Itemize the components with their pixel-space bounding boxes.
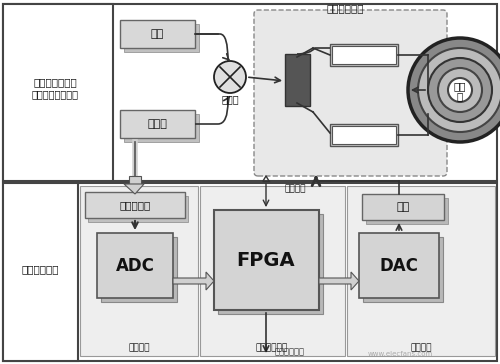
Bar xyxy=(3,4,497,181)
Text: DAC: DAC xyxy=(380,257,418,275)
Bar xyxy=(363,237,443,302)
Bar xyxy=(366,198,448,224)
Bar xyxy=(3,4,113,181)
Bar xyxy=(88,196,188,222)
Bar xyxy=(3,183,497,361)
Bar xyxy=(101,237,177,302)
Text: www.elecfans.com: www.elecfans.com xyxy=(368,351,432,357)
Bar xyxy=(129,176,141,184)
Bar xyxy=(3,183,78,361)
Text: 集成光学芯片: 集成光学芯片 xyxy=(326,3,364,13)
Bar xyxy=(124,24,199,52)
Circle shape xyxy=(408,38,500,142)
Text: 数字信号处理: 数字信号处理 xyxy=(256,344,288,352)
Text: 调制解调电路: 调制解调电路 xyxy=(21,264,59,274)
Text: 驱动: 驱动 xyxy=(396,202,409,212)
Bar xyxy=(80,186,198,356)
Bar xyxy=(347,186,495,356)
Text: 放大、滤波: 放大、滤波 xyxy=(120,200,150,210)
Circle shape xyxy=(418,48,500,132)
Bar xyxy=(214,210,319,310)
Bar xyxy=(124,114,199,142)
Bar xyxy=(85,192,185,218)
Polygon shape xyxy=(124,184,144,194)
Bar xyxy=(332,46,396,64)
Bar xyxy=(359,233,439,298)
Circle shape xyxy=(428,58,492,122)
Text: 耦合器: 耦合器 xyxy=(221,94,239,104)
Bar xyxy=(218,214,323,314)
Polygon shape xyxy=(319,272,359,290)
Bar xyxy=(362,194,444,220)
FancyBboxPatch shape xyxy=(254,10,447,176)
Text: 陀螺转速输出: 陀螺转速输出 xyxy=(275,348,305,356)
Circle shape xyxy=(214,61,246,93)
Text: ADC: ADC xyxy=(116,257,154,275)
Text: 相位调制: 相位调制 xyxy=(284,185,306,194)
Bar xyxy=(200,186,345,356)
Circle shape xyxy=(448,78,472,102)
Bar xyxy=(332,126,396,144)
Circle shape xyxy=(438,68,482,112)
Bar xyxy=(120,20,195,48)
Bar xyxy=(330,44,398,66)
Text: 光源: 光源 xyxy=(150,29,164,39)
Text: 信号检测: 信号检测 xyxy=(128,344,150,352)
Bar xyxy=(330,124,398,146)
Text: （需模拟部分别）: （需模拟部分别） xyxy=(32,89,78,99)
Text: 相位反馈: 相位反馈 xyxy=(410,344,432,352)
Bar xyxy=(285,54,310,106)
Bar xyxy=(120,110,195,138)
Text: 环: 环 xyxy=(457,91,463,101)
Text: 光纤陀螺仪表头: 光纤陀螺仪表头 xyxy=(33,77,77,87)
Text: FPGA: FPGA xyxy=(236,250,296,269)
Polygon shape xyxy=(173,272,214,290)
Text: 探测器: 探测器 xyxy=(147,119,167,129)
Bar xyxy=(97,233,173,298)
Text: 光纤: 光纤 xyxy=(454,81,466,91)
